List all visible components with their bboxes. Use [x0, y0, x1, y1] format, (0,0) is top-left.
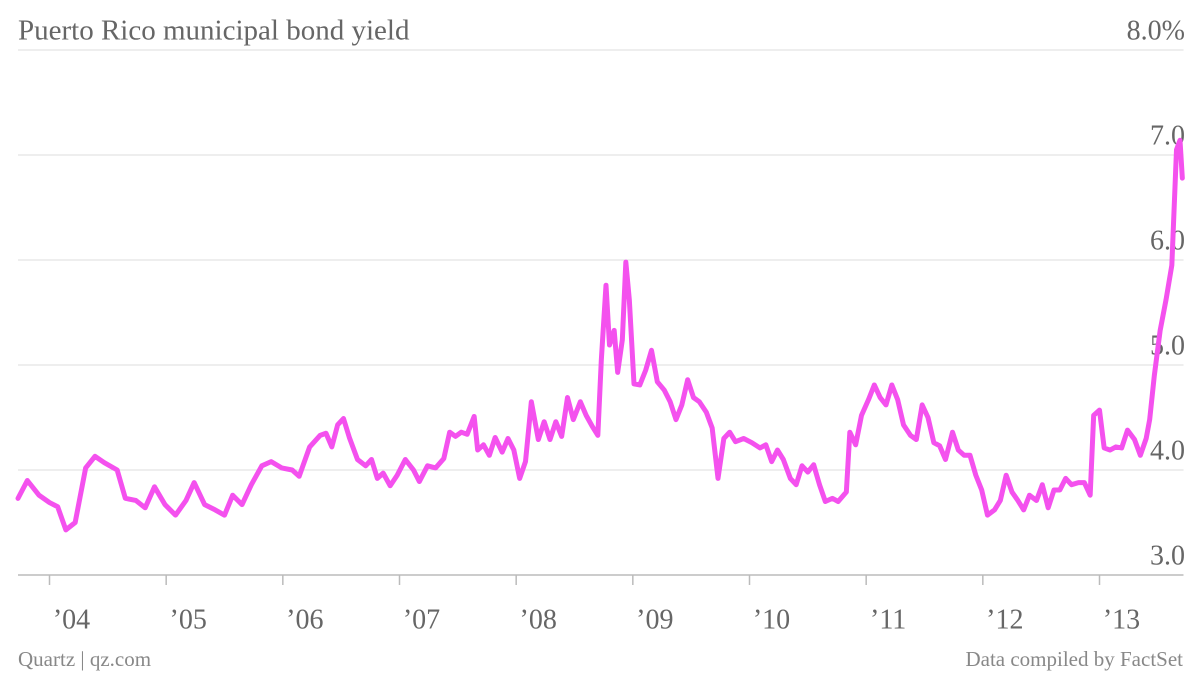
- x-tick-label: ’08: [520, 604, 557, 635]
- x-tick-label: ’07: [403, 604, 440, 635]
- source-left: Quartz | qz.com: [18, 647, 151, 671]
- chart-title: Puerto Rico municipal bond yield: [18, 15, 410, 47]
- x-tick-label: ’12: [986, 604, 1023, 635]
- y-tick-label: 6.0: [1150, 225, 1185, 256]
- y-tick-label: 3.0: [1150, 540, 1185, 571]
- source-right: Data compiled by FactSet: [965, 647, 1183, 671]
- y-tick-label: 8.0%: [1127, 15, 1185, 46]
- x-tick-label: ’09: [636, 604, 673, 635]
- y-tick-label: 4.0: [1150, 435, 1185, 466]
- x-tick-label: ’13: [1103, 604, 1140, 635]
- x-tick-label: ’04: [53, 604, 90, 635]
- x-tick-label: ’05: [170, 604, 207, 635]
- x-tick-label: ’11: [870, 604, 906, 635]
- x-tick-label: ’06: [286, 604, 323, 635]
- x-tick-label: ’10: [753, 604, 790, 635]
- data-line: [15, 137, 1185, 533]
